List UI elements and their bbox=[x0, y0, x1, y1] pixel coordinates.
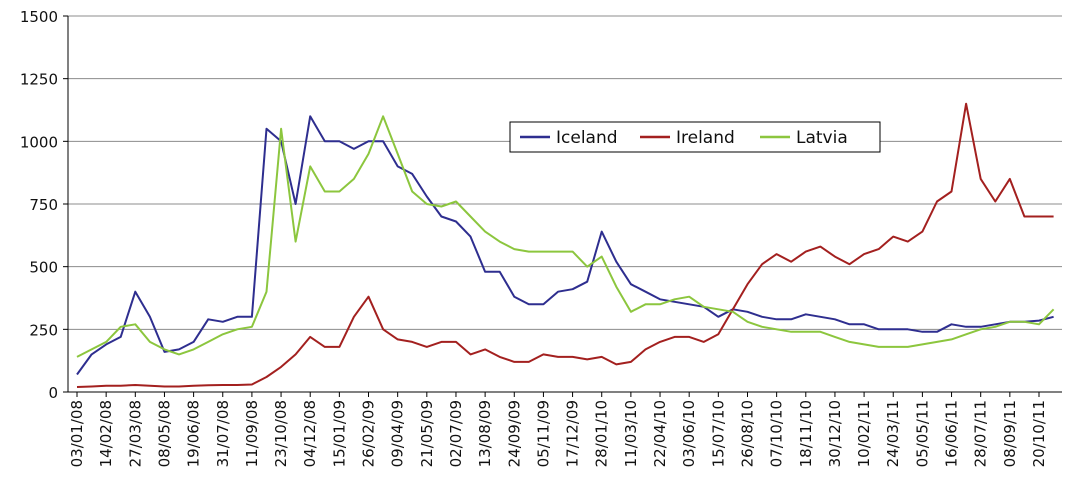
y-tick-label: 1500 bbox=[20, 8, 58, 26]
x-tick-label: 04/12/08 bbox=[301, 400, 319, 467]
x-tick-label: 10/02/11 bbox=[855, 400, 873, 467]
x-tick-label: 26/02/09 bbox=[360, 400, 378, 467]
x-tick-label: 15/07/10 bbox=[709, 400, 727, 467]
line-series bbox=[76, 115, 1055, 358]
y-tick-label: 500 bbox=[29, 259, 58, 277]
x-tick-label: 11/03/10 bbox=[622, 400, 640, 467]
x-tick-label: 08/05/08 bbox=[155, 400, 173, 467]
y-tick-label: 1000 bbox=[20, 133, 58, 151]
legend-label: Latvia bbox=[796, 128, 848, 148]
x-tick-label: 08/09/11 bbox=[1001, 400, 1019, 467]
x-tick-label: 15/01/09 bbox=[330, 400, 348, 467]
x-tick-label: 24/03/11 bbox=[884, 400, 902, 467]
x-tick-label: 21/05/09 bbox=[418, 400, 436, 467]
legend-label: Ireland bbox=[676, 128, 735, 148]
y-tick-label: 750 bbox=[29, 196, 58, 214]
y-tick-label: 1250 bbox=[20, 71, 58, 89]
x-tick-label: 03/06/10 bbox=[680, 400, 698, 467]
x-tick-label: 31/07/08 bbox=[214, 400, 232, 467]
x-tick-label: 14/02/08 bbox=[97, 400, 115, 467]
y-tick-label: 250 bbox=[29, 321, 58, 339]
x-tick-label: 30/12/10 bbox=[826, 400, 844, 467]
x-tick-label: 05/05/11 bbox=[913, 400, 931, 467]
x-tick-label: 27/03/08 bbox=[126, 400, 144, 467]
x-tick-label: 18/11/10 bbox=[797, 400, 815, 467]
line-series bbox=[76, 102, 1054, 388]
x-tick-label: 05/11/09 bbox=[534, 400, 552, 467]
x-tick-label: 19/06/08 bbox=[185, 400, 203, 467]
x-tick-label: 28/01/10 bbox=[593, 400, 611, 467]
y-tick-label: 0 bbox=[48, 384, 58, 402]
x-tick-label: 16/06/11 bbox=[943, 400, 961, 467]
x-tick-label: 20/10/11 bbox=[1030, 400, 1048, 467]
x-tick-label: 07/10/10 bbox=[768, 400, 786, 467]
x-tick-label: 02/07/09 bbox=[447, 400, 465, 467]
x-tick-label: 22/04/10 bbox=[651, 400, 669, 467]
legend-label: Iceland bbox=[556, 128, 618, 148]
line-series bbox=[76, 115, 1054, 376]
x-tick-label: 13/08/09 bbox=[476, 400, 494, 467]
x-tick-label: 23/10/08 bbox=[272, 400, 290, 467]
x-tick-label: 09/04/09 bbox=[389, 400, 407, 467]
x-tick-label: 03/01/08 bbox=[68, 400, 86, 467]
legend-box bbox=[509, 121, 881, 153]
x-tick-label: 26/08/10 bbox=[738, 400, 756, 467]
x-tick-label: 28/07/11 bbox=[972, 400, 990, 467]
x-tick-label: 24/09/09 bbox=[505, 400, 523, 467]
x-tick-label: 17/12/09 bbox=[564, 400, 582, 467]
x-tick-label: 11/09/08 bbox=[243, 400, 261, 467]
